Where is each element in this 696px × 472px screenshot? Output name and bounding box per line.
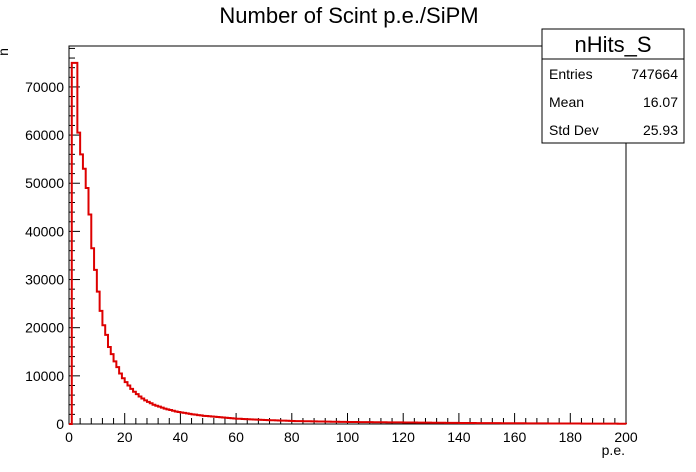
- stats-mean-label: Mean: [549, 94, 584, 110]
- stats-stddev-label: Std Dev: [549, 122, 599, 138]
- y-tick-label: 0: [56, 416, 64, 432]
- x-tick-label: 0: [65, 429, 73, 445]
- stats-mean-value: 16.07: [643, 94, 678, 110]
- x-tick-label: 140: [447, 429, 471, 445]
- y-tick-label: 50000: [25, 175, 64, 191]
- x-axis-label: p.e.: [602, 442, 625, 458]
- x-axis: 0 20 40 60 80 100 120 140 160 180 200: [65, 413, 638, 445]
- stats-box: nHits_S Entries 747664 Mean 16.07 Std De…: [541, 28, 685, 144]
- x-tick-label: 120: [392, 429, 416, 445]
- y-tick-label: 20000: [25, 320, 64, 336]
- x-tick-label: 160: [503, 429, 527, 445]
- x-tick-label: 100: [336, 429, 360, 445]
- x-tick-label: 60: [228, 429, 244, 445]
- x-tick-label: 80: [284, 429, 300, 445]
- y-axis-label: n: [0, 48, 11, 56]
- stats-stddev-value: 25.93: [643, 122, 678, 138]
- y-tick-label: 60000: [25, 127, 64, 143]
- y-tick-label: 30000: [25, 272, 64, 288]
- x-tick-label: 200: [614, 429, 638, 445]
- stats-box-title: nHits_S: [574, 32, 651, 57]
- stats-entries-value: 747664: [631, 66, 678, 82]
- y-tick-label: 40000: [25, 223, 64, 239]
- histogram-series-line: [69, 61, 627, 425]
- chart-title: Number of Scint p.e./SiPM: [219, 3, 478, 28]
- stats-entries-label: Entries: [549, 66, 593, 82]
- x-tick-label: 40: [173, 429, 189, 445]
- x-tick-label: 180: [559, 429, 583, 445]
- x-tick-label: 20: [117, 429, 133, 445]
- y-tick-label: 70000: [25, 79, 64, 95]
- y-tick-label: 10000: [25, 368, 64, 384]
- stats-box-frame: [541, 28, 685, 144]
